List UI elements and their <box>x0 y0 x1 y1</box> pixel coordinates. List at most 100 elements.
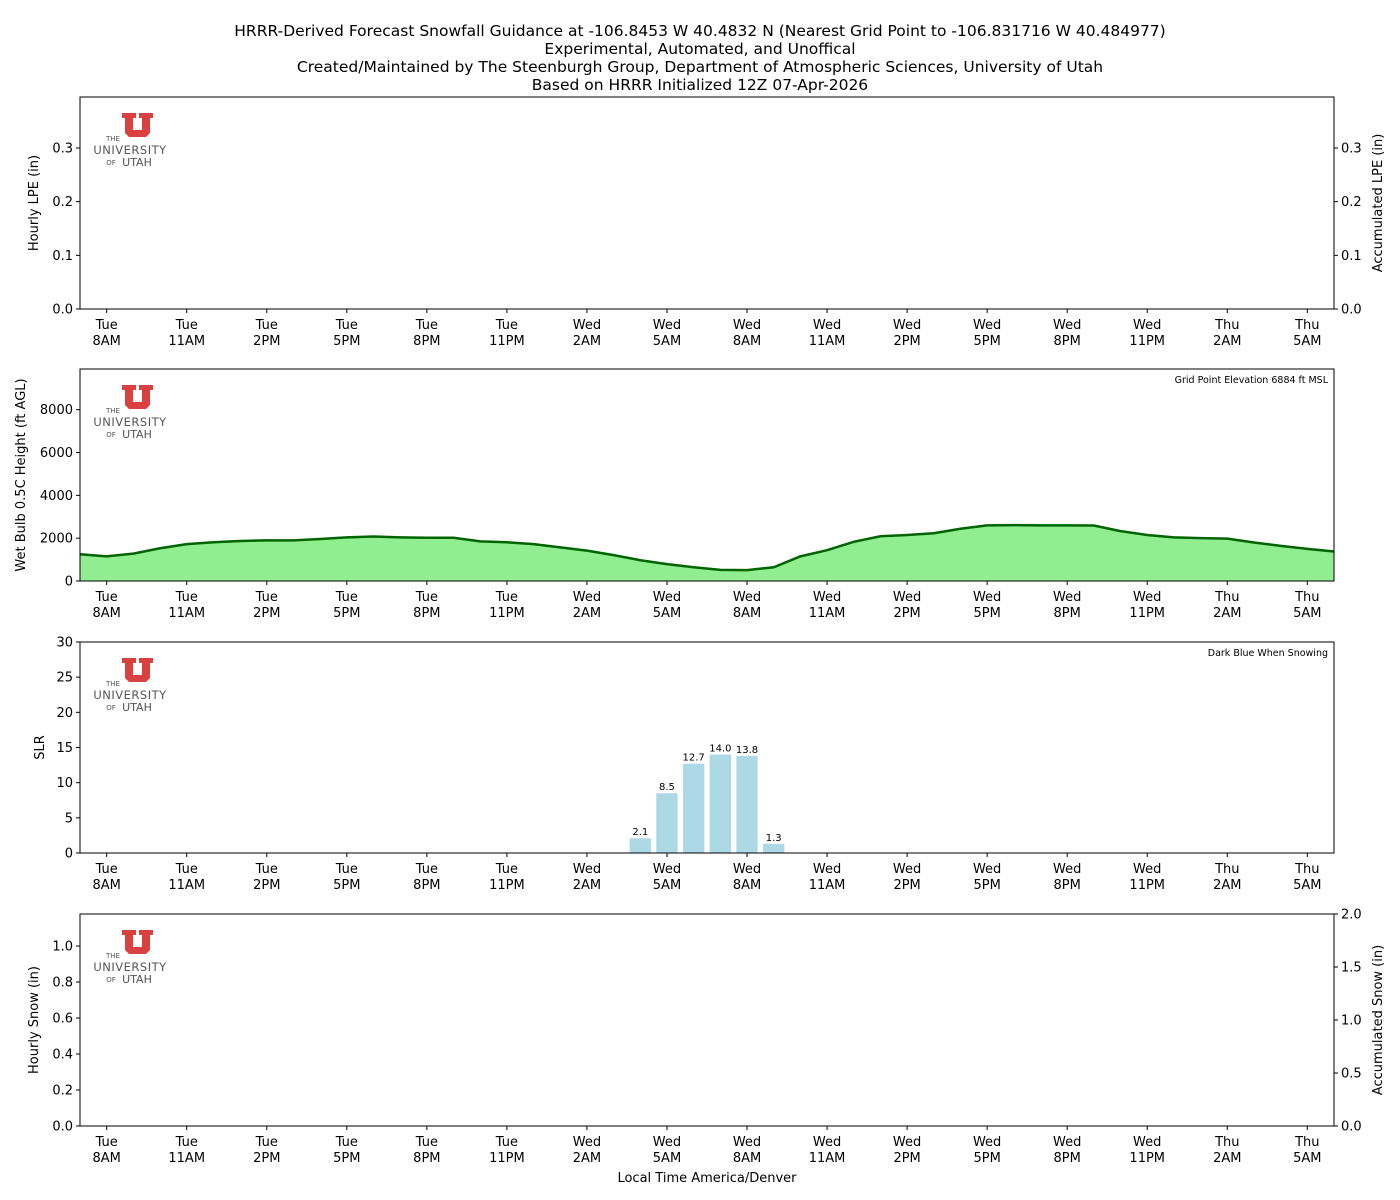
y-tick-label: 8000 <box>40 403 73 418</box>
y-tick-label: 0.2 <box>52 195 73 210</box>
y-right-tick-label: 0.2 <box>1341 195 1362 210</box>
y-right-tick-label: 0.3 <box>1341 141 1362 156</box>
x-tick-time: 5AM <box>653 878 681 893</box>
y-right-tick-label: 1.0 <box>1341 1014 1362 1029</box>
x-tick-time: 11PM <box>489 334 525 349</box>
axes-frame <box>79 913 1335 1127</box>
x-tick-time: 8AM <box>92 606 120 621</box>
x-tick-time: 2AM <box>573 878 601 893</box>
x-tick-time: 8AM <box>92 334 120 349</box>
x-tick-time: 2PM <box>253 878 280 893</box>
x-tick-time: 2PM <box>893 1151 920 1166</box>
title-line-1: HRRR-Derived Forecast Snowfall Guidance … <box>234 22 1166 40</box>
x-tick-time: 8AM <box>92 1151 120 1166</box>
x-tick-time: 2PM <box>893 334 920 349</box>
x-tick-day: Wed <box>653 590 681 605</box>
x-tick-day: Tue <box>495 318 518 333</box>
x-tick-time: 2AM <box>573 606 601 621</box>
x-tick-time: 5PM <box>973 878 1000 893</box>
x-tick-day: Tue <box>95 1135 118 1150</box>
x-tick-day: Wed <box>893 1135 921 1150</box>
block-u-icon <box>122 385 153 409</box>
x-tick-time: 11AM <box>168 606 205 621</box>
x-tick-day: Wed <box>733 1135 761 1150</box>
x-tick-time: 2AM <box>1213 606 1241 621</box>
x-tick-time: 11AM <box>809 334 846 349</box>
x-tick-day: Wed <box>573 862 601 877</box>
x-tick-day: Wed <box>1133 862 1161 877</box>
slr-bar-label: 2.1 <box>632 827 648 838</box>
y-axis-label: SLR <box>33 735 48 760</box>
x-tick-day: Tue <box>415 318 438 333</box>
x-tick-day: Tue <box>255 318 278 333</box>
panel-annotation: Grid Point Elevation 6884 ft MSL <box>1175 375 1329 386</box>
y-right-axis-label: Accumulated Snow (in) <box>1371 945 1386 1095</box>
logo-text-the: THE <box>105 680 120 688</box>
logo-text-of: OF <box>106 704 116 712</box>
x-tick-day: Thu <box>1294 318 1319 333</box>
x-tick-day: Wed <box>573 1135 601 1150</box>
x-tick-time: 8AM <box>733 1151 761 1166</box>
x-tick-day: Wed <box>1133 590 1161 605</box>
x-tick-day: Tue <box>255 862 278 877</box>
x-tick-day: Wed <box>1133 1135 1161 1150</box>
y-right-tick-label: 0.1 <box>1341 249 1362 264</box>
x-tick-time: 2AM <box>573 1151 601 1166</box>
x-tick-time: 11AM <box>809 1151 846 1166</box>
x-tick-day: Thu <box>1294 590 1319 605</box>
x-tick-time: 5PM <box>333 606 360 621</box>
x-tick-day: Tue <box>415 590 438 605</box>
x-tick-time: 2AM <box>573 334 601 349</box>
x-tick-day: Wed <box>733 318 761 333</box>
logo-text-utah: UTAH <box>122 156 152 169</box>
y-tick-label: 0.8 <box>52 976 73 991</box>
x-tick-day: Tue <box>175 862 198 877</box>
x-tick-time: 11AM <box>168 878 205 893</box>
slr-bar-label: 14.0 <box>709 744 731 755</box>
x-axis-label: Local Time America/Denver <box>617 1171 797 1186</box>
x-tick-day: Wed <box>573 590 601 605</box>
x-tick-time: 11PM <box>1129 1151 1165 1166</box>
x-tick-day: Wed <box>893 590 921 605</box>
x-tick-time: 8AM <box>733 334 761 349</box>
x-tick-day: Tue <box>415 1135 438 1150</box>
x-tick-day: Wed <box>653 318 681 333</box>
x-tick-time: 11PM <box>1129 878 1165 893</box>
y-right-tick-label: 0.0 <box>1341 1120 1362 1135</box>
y-right-tick-label: 2.0 <box>1341 908 1362 923</box>
panel-annotation: Dark Blue When Snowing <box>1208 648 1328 659</box>
y-tick-label: 10 <box>56 776 73 791</box>
x-tick-day: Wed <box>893 862 921 877</box>
x-tick-day: Tue <box>495 862 518 877</box>
x-tick-time: 8PM <box>413 606 440 621</box>
x-tick-time: 8PM <box>413 334 440 349</box>
x-tick-day: Thu <box>1214 862 1239 877</box>
x-tick-time: 5AM <box>653 334 681 349</box>
x-tick-day: Wed <box>813 1135 841 1150</box>
wet-bulb-area <box>80 525 1334 581</box>
axes-frame <box>79 641 1335 854</box>
x-tick-day: Tue <box>335 318 358 333</box>
x-tick-time: 2PM <box>893 878 920 893</box>
x-tick-day: Wed <box>813 318 841 333</box>
logo-text-the: THE <box>105 135 120 143</box>
x-tick-day: Wed <box>813 862 841 877</box>
x-tick-time: 8AM <box>92 878 120 893</box>
y-tick-label: 0.4 <box>52 1048 73 1063</box>
figure-title: HRRR-Derived Forecast Snowfall Guidance … <box>0 22 1400 94</box>
slr-bar-label: 8.5 <box>659 782 675 793</box>
y-tick-label: 1.0 <box>52 940 73 955</box>
x-tick-time: 5AM <box>1293 606 1321 621</box>
logo-text-utah: UTAH <box>122 428 152 441</box>
slr-bar <box>763 843 785 853</box>
slr-bar-label: 12.7 <box>683 753 705 764</box>
x-tick-day: Tue <box>255 1135 278 1150</box>
x-tick-day: Wed <box>973 590 1001 605</box>
x-tick-time: 2AM <box>1213 334 1241 349</box>
